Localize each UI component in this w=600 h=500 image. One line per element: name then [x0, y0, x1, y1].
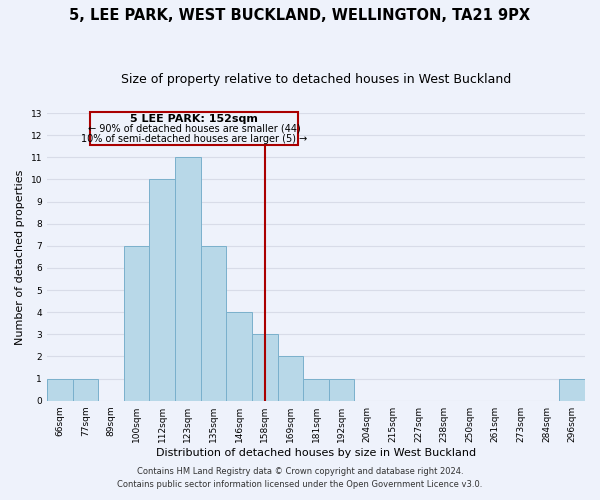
Text: 5 LEE PARK: 152sqm: 5 LEE PARK: 152sqm: [130, 114, 258, 124]
Bar: [226, 312, 252, 400]
Bar: [200, 246, 226, 400]
Text: 5, LEE PARK, WEST BUCKLAND, WELLINGTON, TA21 9PX: 5, LEE PARK, WEST BUCKLAND, WELLINGTON, …: [70, 8, 530, 22]
Bar: [559, 378, 585, 400]
Y-axis label: Number of detached properties: Number of detached properties: [15, 169, 25, 344]
Bar: [252, 334, 278, 400]
Bar: [47, 378, 73, 400]
Text: Contains HM Land Registry data © Crown copyright and database right 2024.
Contai: Contains HM Land Registry data © Crown c…: [118, 468, 482, 489]
Bar: [303, 378, 329, 400]
Bar: [149, 180, 175, 400]
Text: ← 90% of detached houses are smaller (44): ← 90% of detached houses are smaller (44…: [88, 124, 301, 134]
Bar: [124, 246, 149, 400]
Bar: [175, 158, 200, 400]
Bar: [329, 378, 355, 400]
Bar: [73, 378, 98, 400]
Bar: [91, 112, 298, 145]
X-axis label: Distribution of detached houses by size in West Buckland: Distribution of detached houses by size …: [156, 448, 476, 458]
Title: Size of property relative to detached houses in West Buckland: Size of property relative to detached ho…: [121, 72, 511, 86]
Bar: [278, 356, 303, 401]
Text: 10% of semi-detached houses are larger (5) →: 10% of semi-detached houses are larger (…: [81, 134, 307, 143]
